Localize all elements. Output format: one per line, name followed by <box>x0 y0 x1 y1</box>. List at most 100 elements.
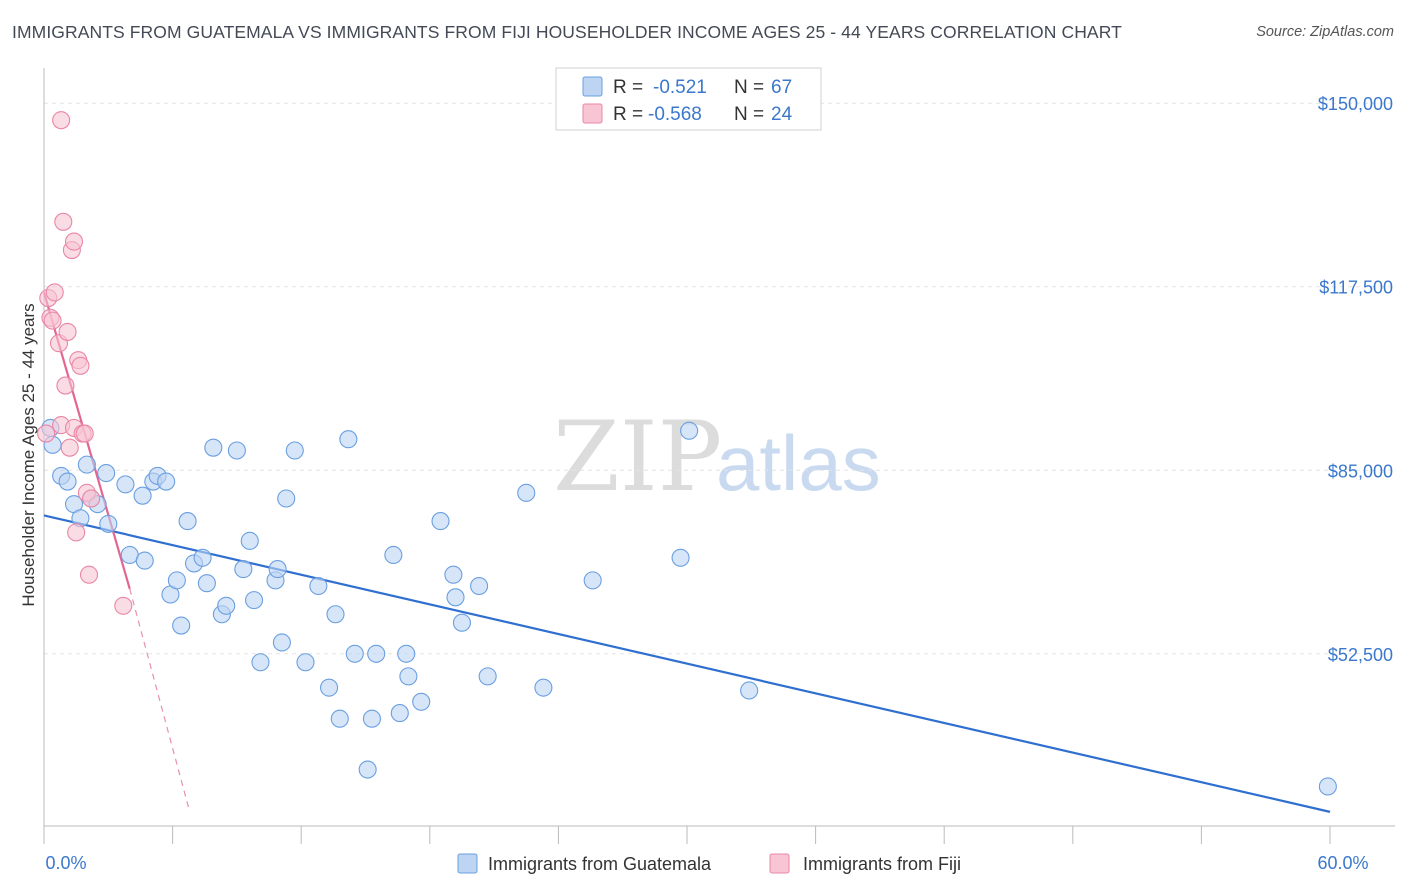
guatemala-point-41 <box>326 605 345 624</box>
guatemala-point-55 <box>446 588 465 607</box>
x-tick-label-0: 0.0% <box>45 853 86 873</box>
guatemala-point-21 <box>178 512 197 531</box>
legend-swatch-guatemala <box>582 76 603 97</box>
trend-line-0 <box>43 514 1331 813</box>
watermark-zip: ZIP <box>553 401 722 513</box>
fiji-point-9 <box>56 376 75 395</box>
guatemala-point-39 <box>309 576 328 596</box>
guatemala-point-32 <box>251 653 270 672</box>
legend-n-value-guatemala: 67 <box>771 77 792 98</box>
guatemala-point-3 <box>58 472 77 491</box>
guatemala-point-54 <box>444 565 463 584</box>
series-legend: Immigrants from Guatemala Immigrants fro… <box>457 853 961 874</box>
trend-extension-1 <box>129 588 191 813</box>
legend-r-value-fiji: -0.568 <box>648 104 702 125</box>
guatemala-point-51 <box>399 667 418 686</box>
y-tick-label-1: $117,500 <box>1319 278 1393 298</box>
guatemala-point-11 <box>116 475 135 494</box>
fiji-point-10 <box>58 322 77 341</box>
guatemala-point-46 <box>362 709 381 728</box>
guatemala-point-10 <box>99 514 118 533</box>
guatemala-point-59 <box>517 483 536 502</box>
x-tick-labels: 0.0% 60.0% <box>45 853 1368 873</box>
fiji-point-17 <box>71 356 90 375</box>
guatemala-point-35 <box>272 633 291 652</box>
legend-swatch-fiji <box>582 103 603 124</box>
guatemala-point-43 <box>339 430 358 449</box>
watermark-atlas: atlas <box>716 419 881 507</box>
guatemala-point-45 <box>358 760 377 779</box>
guatemala-point-37 <box>285 441 304 460</box>
fiji-point-4 <box>45 283 64 302</box>
fiji-point-8 <box>54 212 73 231</box>
fiji-point-3 <box>43 311 62 330</box>
guatemala-point-34 <box>268 560 287 579</box>
guatemala-point-58 <box>478 667 497 686</box>
guatemala-point-28 <box>227 441 246 460</box>
fiji-point-14 <box>64 232 84 251</box>
fiji-point-11 <box>60 438 79 457</box>
guatemala-point-44 <box>345 644 364 663</box>
zipatlas-watermark: ZIP atlas <box>553 401 881 513</box>
guatemala-point-53 <box>431 512 450 531</box>
y-tick-label-3: $52,500 <box>1328 645 1393 665</box>
guatemala-point-61 <box>583 571 602 590</box>
guatemala-point-38 <box>296 653 315 672</box>
series-label-fiji: Immigrants from Fiji <box>803 854 961 874</box>
data-points <box>37 111 1337 796</box>
fiji-point-15 <box>67 523 86 542</box>
guatemala-point-64 <box>740 681 759 700</box>
chart-title: IMMIGRANTS FROM GUATEMALA VS IMMIGRANTS … <box>12 22 1122 42</box>
guatemala-point-29 <box>234 560 253 579</box>
guatemala-point-57 <box>470 576 489 596</box>
source-label: Source: ZipAtlas.com <box>1256 24 1394 40</box>
legend-r-label-fiji: R = <box>613 104 643 125</box>
guatemala-point-36 <box>277 489 296 508</box>
y-tick-label-0: $150,000 <box>1318 94 1393 114</box>
guatemala-point-65 <box>1318 777 1337 796</box>
fiji-point-22 <box>82 489 101 508</box>
guatemala-point-12 <box>120 545 139 565</box>
guatemala-point-40 <box>320 678 339 697</box>
guatemala-point-27 <box>217 596 236 615</box>
guatemala-point-47 <box>367 644 386 663</box>
fiji-point-19 <box>75 424 94 443</box>
guatemala-point-31 <box>244 591 264 610</box>
guatemala-point-52 <box>412 692 431 711</box>
guatemala-point-60 <box>534 678 553 697</box>
guatemala-point-13 <box>133 486 152 505</box>
guatemala-point-63 <box>680 421 699 440</box>
correlation-legend: R = -0.521 N = 67 R = -0.568 N = 24 <box>555 67 822 131</box>
series-label-guatemala: Immigrants from Guatemala <box>488 854 712 874</box>
legend-r-label-guatemala: R = <box>613 77 643 98</box>
guatemala-point-19 <box>167 571 186 590</box>
legend-n-label-guatemala: N = <box>734 77 764 98</box>
legend-n-label-fiji: N = <box>734 104 764 125</box>
x-tick-label-1: 60.0% <box>1317 853 1368 873</box>
y-tick-labels: $150,000 $117,500 $85,000 $52,500 <box>1318 94 1393 665</box>
fiji-point-0 <box>37 424 56 443</box>
series-swatch-guatemala <box>457 853 478 874</box>
guatemala-point-20 <box>172 616 191 635</box>
guatemala-point-56 <box>452 613 472 632</box>
guatemala-point-62 <box>671 548 690 567</box>
guatemala-point-48 <box>384 545 403 565</box>
guatemala-point-9 <box>97 464 116 483</box>
guatemala-point-49 <box>390 704 409 723</box>
guatemala-point-25 <box>204 438 223 457</box>
guatemala-point-50 <box>397 644 416 663</box>
guatemala-point-30 <box>240 531 259 550</box>
series-swatch-fiji <box>769 853 790 874</box>
y-axis-label: Householder Income Ages 25 - 44 years <box>19 303 38 606</box>
guatemala-point-17 <box>157 472 176 491</box>
guatemala-point-6 <box>77 455 96 474</box>
guatemala-point-24 <box>197 574 216 593</box>
guatemala-point-42 <box>330 709 349 728</box>
legend-n-value-fiji: 24 <box>771 104 793 125</box>
guatemala-point-23 <box>193 548 212 567</box>
guatemala-point-14 <box>135 551 154 570</box>
fiji-point-7 <box>52 111 71 130</box>
y-tick-label-2: $85,000 <box>1328 461 1393 481</box>
legend-r-value-guatemala: -0.521 <box>653 77 707 98</box>
